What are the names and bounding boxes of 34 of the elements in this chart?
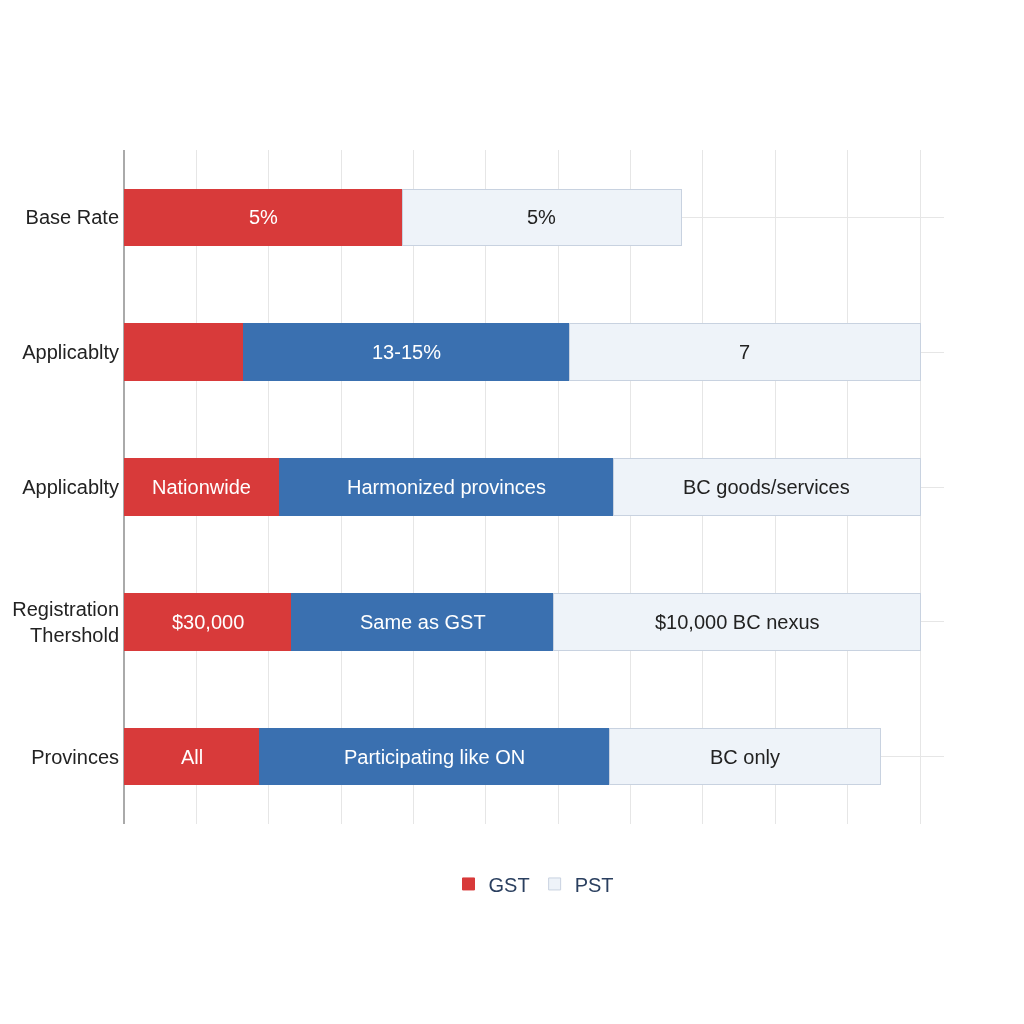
annotation: Harmonized provinces [347, 476, 546, 498]
bar [278, 458, 615, 516]
annotation: 5% [249, 206, 279, 228]
y-tick-label: Applicablty [22, 476, 119, 498]
y-tick-label: Provinces [31, 745, 119, 768]
bar [613, 458, 921, 516]
y-tick-label: Registration Thershold [12, 597, 119, 646]
annotation: BC only [710, 746, 781, 768]
bar [402, 188, 682, 247]
annotation: Same as GST [360, 611, 486, 633]
legend-label: PST [574, 873, 614, 896]
bar [124, 727, 260, 786]
bar [124, 323, 244, 382]
annotation: 7 [739, 341, 751, 363]
bar [124, 458, 280, 516]
annotation: $30,000 [172, 611, 245, 633]
legend-label: GST [488, 873, 530, 896]
bar [569, 323, 921, 382]
annotation: 13-15% [372, 341, 442, 363]
annotation: BC goods/services [683, 476, 850, 498]
bar [290, 592, 555, 651]
annotation: Nationwide [152, 476, 251, 498]
bar [609, 727, 881, 786]
bar [242, 323, 571, 382]
bar [124, 188, 404, 247]
annotation: All [181, 746, 204, 768]
annotation: $10,000 BC nexus [655, 611, 820, 633]
annotation: 5% [527, 206, 557, 228]
bar [258, 727, 611, 786]
y-tick-label: Base Rate [25, 206, 119, 229]
bar [553, 592, 921, 651]
bar [124, 592, 292, 651]
annotation: Participating like ON [344, 746, 526, 768]
y-tick-label: Applicablty [22, 341, 119, 364]
